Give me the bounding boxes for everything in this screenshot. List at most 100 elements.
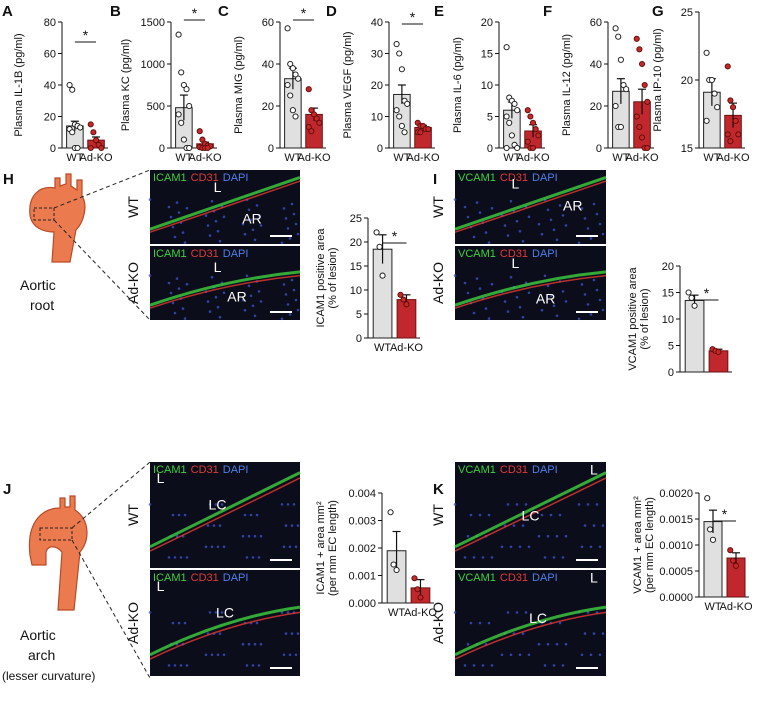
nucleus [466,534,470,538]
data-point [411,575,418,582]
nucleus [148,503,152,506]
y-tick-label: 1000 [141,59,165,71]
stain-name: CD31 [191,248,219,260]
nucleus [294,653,298,657]
y-axis-label: (per mm EC length) [644,497,656,593]
nucleus [564,534,568,538]
stain-name: CD31 [191,572,219,584]
data-point [729,104,737,111]
nucleus [257,556,261,559]
aorta-arch-drawing [28,461,151,679]
data-point [178,69,185,76]
nucleus [509,653,513,657]
nucleus [453,503,457,506]
nucleus [257,290,261,293]
y-axis-label: Plasma IL-12 (pg/ml) [561,34,573,136]
nucleus [210,275,214,279]
significance-label: * [410,9,416,25]
y-tick-label: 0 [159,143,165,155]
nucleus [481,556,485,559]
nucleus [177,211,181,214]
nucleus [595,212,599,216]
nucleus [210,199,214,203]
y-tick-label: 20 [262,101,274,113]
data-point [727,97,734,104]
significance-label: * [301,5,307,21]
panel-letter: A [2,3,13,20]
data-point [688,294,695,301]
nucleus [472,311,476,315]
nucleus [463,556,467,559]
data-point [724,63,731,70]
data-point [691,302,698,309]
x-tick-label: Ad-KO [80,152,113,164]
nucleus [206,224,210,227]
nucleus [598,298,602,302]
nucleus [558,621,562,625]
y-tick-label: 60 [262,17,274,29]
nucleus [598,545,602,549]
nucleus [288,237,292,240]
y-tick-label: 0.0015 [659,514,693,526]
nucleus [601,632,605,635]
nucleus [524,611,528,614]
y-tick-label: 10 [481,80,493,92]
data-point [612,102,619,110]
nucleus [561,556,565,559]
nucleus [453,274,457,277]
nucleus [490,282,494,286]
nucleus [490,206,494,210]
nucleus [243,513,247,517]
data-point [715,348,722,355]
y-tick-label: 0.000 [348,598,376,610]
y-tick-label: 5 [668,341,674,353]
nucleus [546,208,550,212]
x-tick-label: WT [388,607,405,619]
data-point [175,111,182,118]
nucleus [247,534,251,538]
data-point [524,107,531,114]
nucleus [171,301,175,305]
nucleus [558,204,562,207]
y-tick-label: 80 [44,17,56,29]
endothelial-signal [454,611,607,660]
nucleus [222,653,226,657]
nucleus [592,202,596,206]
nucleus [518,229,522,233]
y-tick-label: 25 [350,213,362,225]
data-point [90,129,97,136]
x-tick-label: Ad-KO [719,601,752,613]
nucleus [487,621,491,625]
nucleus [577,241,581,245]
data-point [707,526,714,533]
tissue-signal [454,471,607,549]
y-axis-label: (% of lesion) [639,288,651,349]
data-point [511,100,518,107]
nucleus [537,534,541,538]
nucleus [527,653,531,657]
data-point [503,113,510,120]
data-point [284,81,291,89]
genotype-label: WT [430,504,446,526]
data-point [732,562,740,569]
nucleus [586,611,590,614]
data-point [404,100,411,107]
data-point [527,113,534,120]
stain-name: ICAM1 [153,464,187,476]
data-point [183,86,190,93]
nucleus [515,219,519,223]
y-tick-label: 20 [662,261,674,273]
tissue-signal [149,270,301,307]
x-tick-label: WT [503,152,520,164]
nucleus [490,664,494,667]
nucleus [509,275,513,279]
nucleus [167,205,171,209]
nucleus [290,524,294,527]
nucleus [245,664,249,667]
nucleus [518,305,522,309]
nucleus [206,300,210,303]
significance-label: * [83,27,89,43]
y-tick-label: 10 [350,285,362,297]
y-tick-label: 60 [590,17,602,29]
data-point [514,144,521,152]
